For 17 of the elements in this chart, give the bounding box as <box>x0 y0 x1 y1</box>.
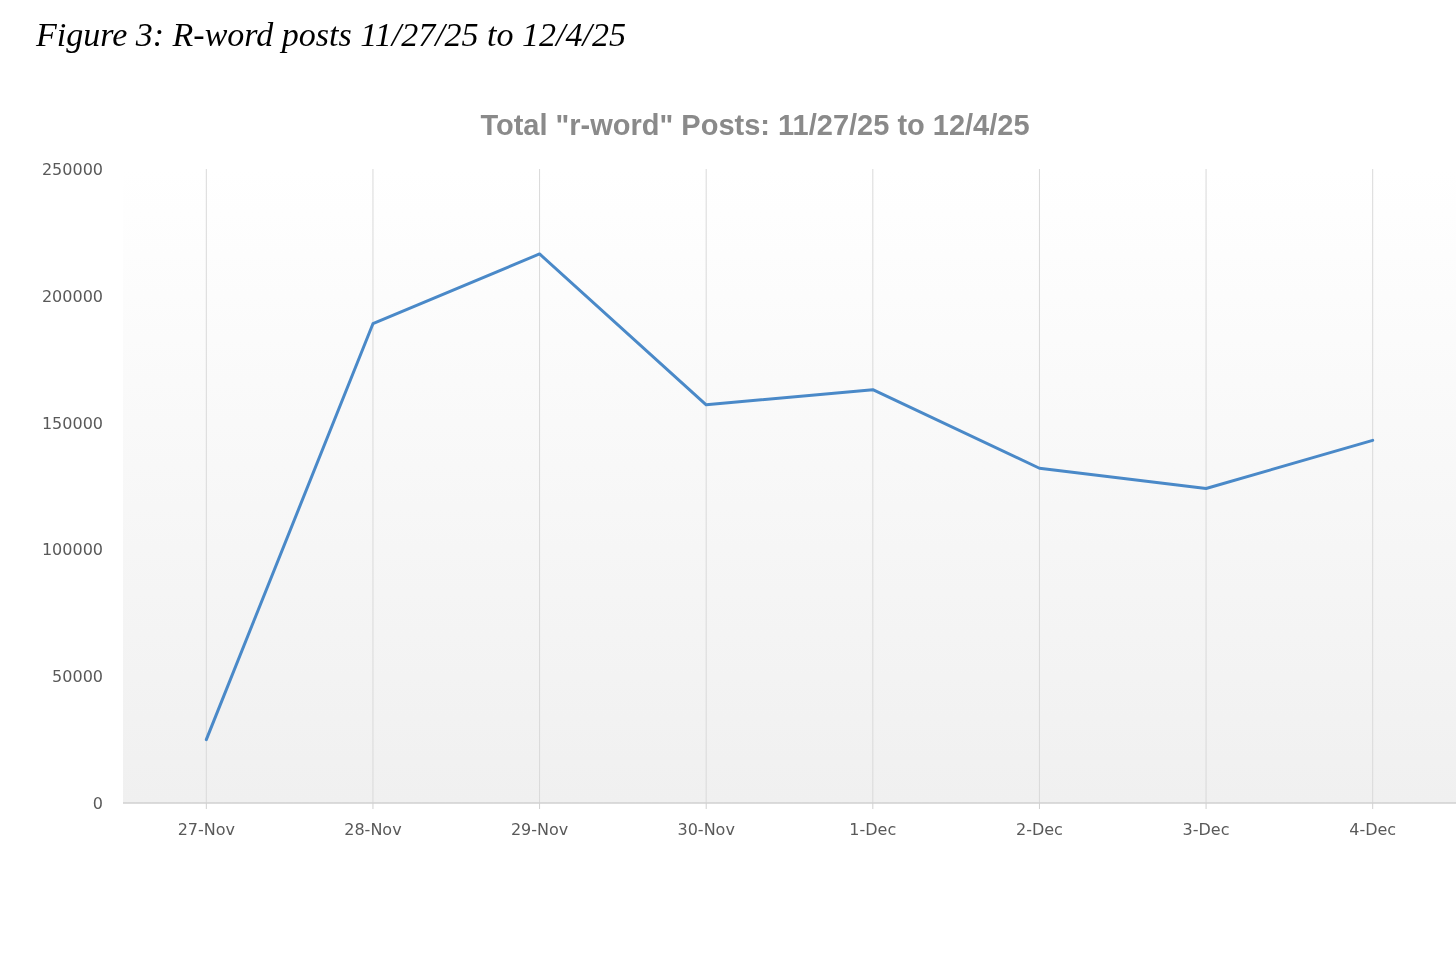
y-tick-label: 200000 <box>41 286 103 306</box>
x-tick-label: 1-Dec <box>849 820 897 839</box>
x-tick-label: 29-Nov <box>510 820 569 839</box>
x-tick-label: 30-Nov <box>677 820 735 839</box>
y-tick-label: 250000 <box>41 160 103 179</box>
x-tick-label: 3-Dec <box>1182 820 1230 839</box>
y-tick-label: 100000 <box>41 540 103 560</box>
y-tick-label: 0 <box>92 794 103 813</box>
x-tick-label: 4-Dec <box>1349 820 1397 839</box>
chart-title: Figure 3: R-word posts 11/27/25 to 12/4/25 <box>35 16 626 53</box>
x-tick-label: 27-Nov <box>177 820 235 839</box>
y-tick-label: 50000 <box>52 667 103 687</box>
y-tick-label: 150000 <box>41 413 103 433</box>
x-tick-label: 28-Nov <box>344 820 402 839</box>
x-tick-label: 2-Dec <box>1015 820 1063 839</box>
chart-subtitle: Total "r-word" Posts: 11/27/25 to 12/4/25 <box>480 109 1030 141</box>
line-series <box>204 252 1375 742</box>
